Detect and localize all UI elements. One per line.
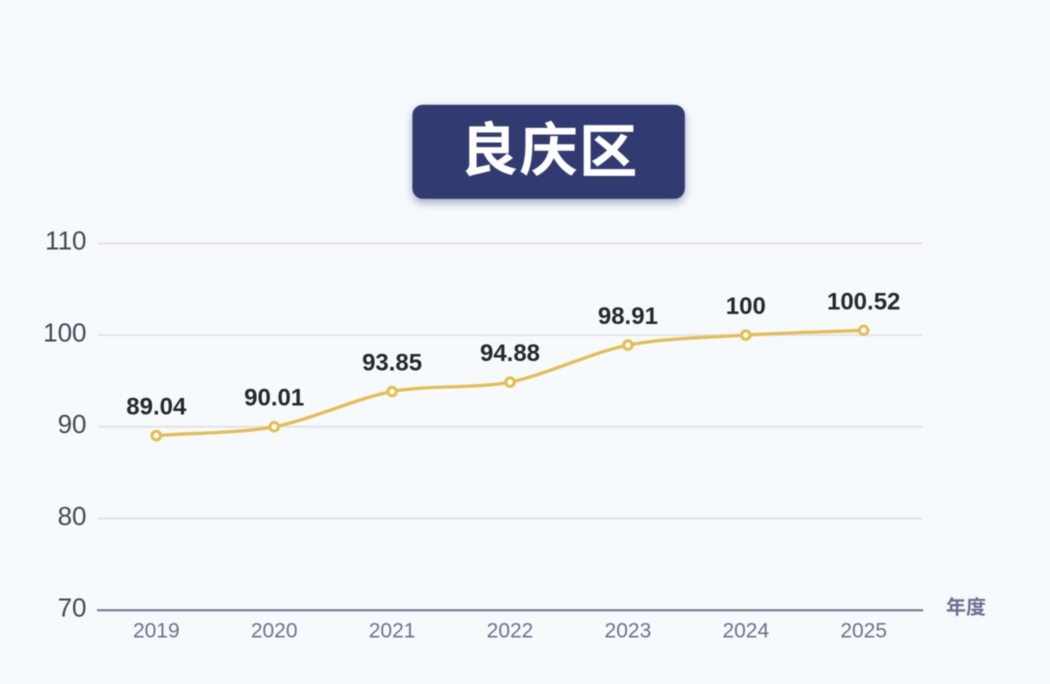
svg-text:93.85: 93.85 <box>362 350 422 377</box>
svg-text:2021: 2021 <box>369 620 416 643</box>
svg-text:100: 100 <box>726 293 766 320</box>
svg-text:90: 90 <box>58 409 87 439</box>
svg-text:100.52: 100.52 <box>827 288 900 315</box>
svg-text:89.04: 89.04 <box>126 394 187 421</box>
svg-text:98.91: 98.91 <box>598 303 658 330</box>
svg-text:2020: 2020 <box>251 620 298 643</box>
svg-text:2022: 2022 <box>487 620 534 643</box>
svg-text:2023: 2023 <box>605 620 652 643</box>
svg-text:2024: 2024 <box>722 620 769 643</box>
svg-text:2025: 2025 <box>840 620 887 643</box>
svg-text:100: 100 <box>43 317 86 347</box>
svg-text:90.01: 90.01 <box>244 385 304 412</box>
svg-text:2019: 2019 <box>133 620 180 643</box>
svg-text:80: 80 <box>58 501 87 531</box>
svg-text:110: 110 <box>45 226 86 256</box>
svg-text:94.88: 94.88 <box>480 340 540 367</box>
svg-text:70: 70 <box>58 593 87 623</box>
